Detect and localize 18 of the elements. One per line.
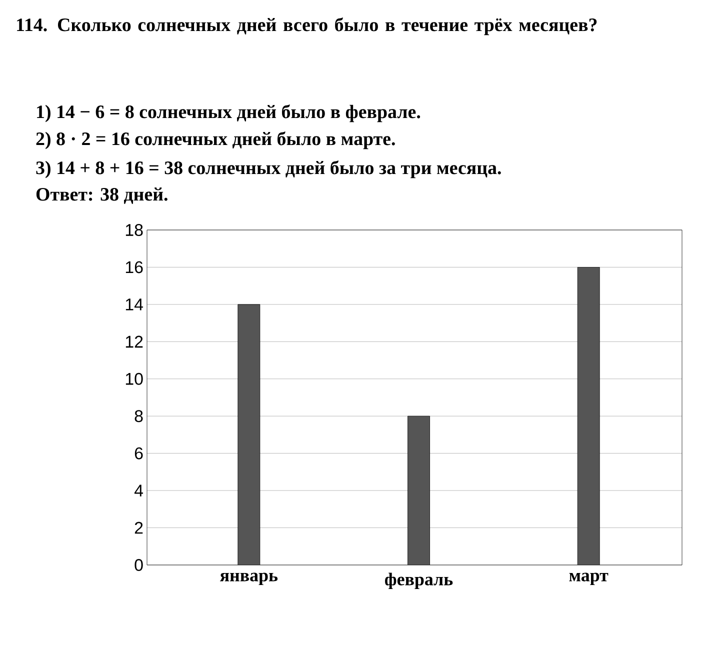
x-tick-label: февраль xyxy=(385,572,453,590)
y-tick-label: 6 xyxy=(134,447,143,460)
y-tick-label: 14 xyxy=(126,298,143,310)
x-tick-label: январь xyxy=(220,572,278,586)
x-tick-label: март xyxy=(569,572,608,586)
y-tick-label: 16 xyxy=(126,261,143,274)
text: 1) 14 − 6 = 8 солнечных дней было в феврале. xyxy=(37,104,420,122)
text: Ответ: 38 дней. xyxy=(36,188,168,204)
y-tick-label: 18 xyxy=(126,224,143,236)
y-tick-label: 0 xyxy=(134,558,143,571)
y-tick-label: 2 xyxy=(134,522,143,534)
y-tick-label: 8 xyxy=(134,410,143,422)
text: 2) 8 · 2 = 16 солнечных дней было в марте. xyxy=(36,132,395,150)
y-tick-label: 10 xyxy=(126,372,143,385)
y-tick-label: 4 xyxy=(134,484,143,496)
chart-title: 114. Сколько солнечных дней всего было в течение трёх месяцев? xyxy=(17,18,597,36)
text: 3) 14 + 8 + 16 = 38 солнечных дней было за три месяца. xyxy=(36,160,501,178)
y-tick-label: 12 xyxy=(126,336,143,348)
